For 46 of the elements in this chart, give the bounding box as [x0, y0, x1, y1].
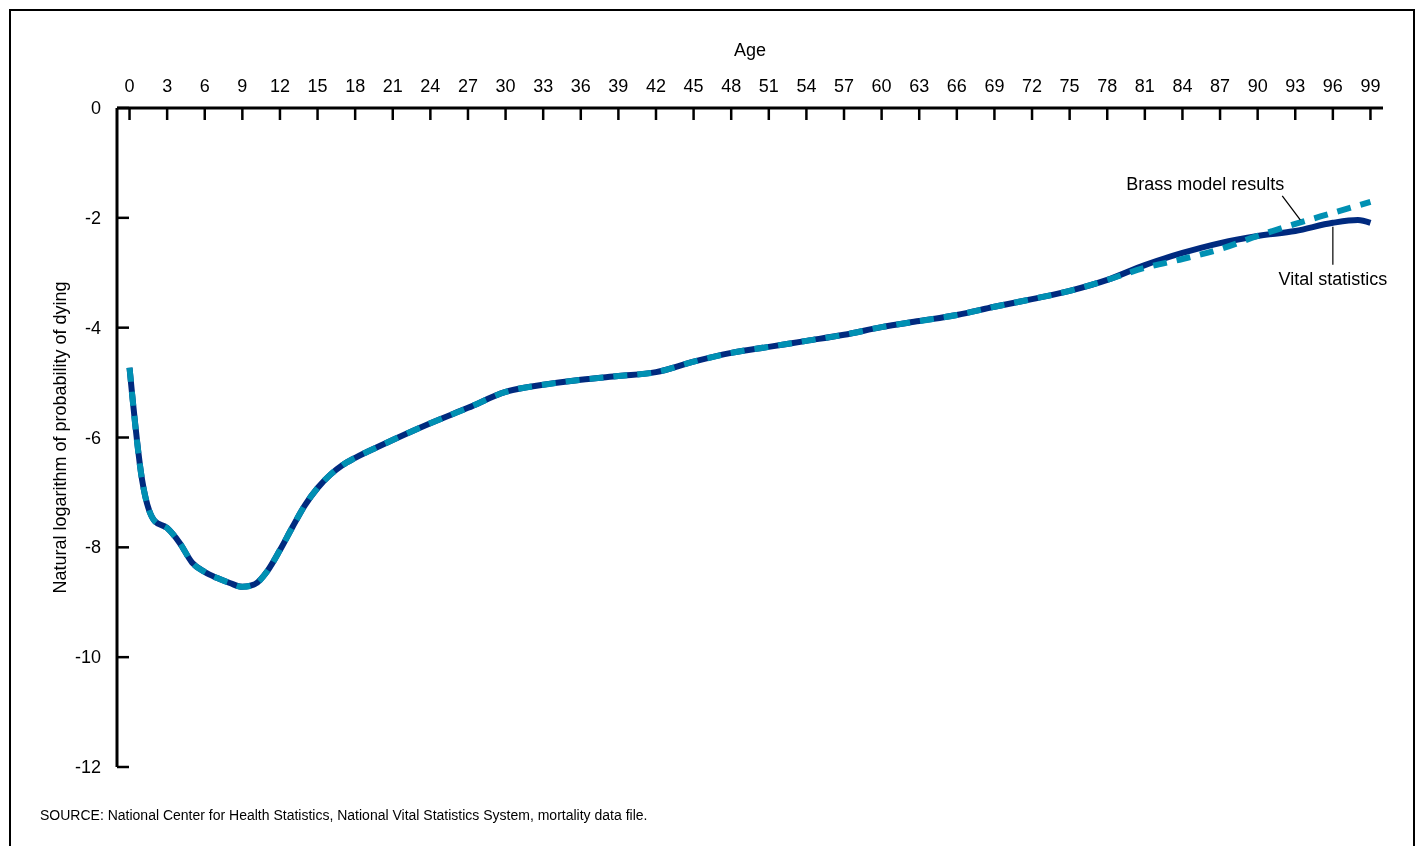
x-tick-label: 93 [1285, 76, 1306, 96]
x-tick-label: 12 [269, 76, 290, 96]
x-tick-label: 6 [199, 76, 210, 96]
x-tick-label: 72 [1022, 76, 1043, 96]
x-tick-label: 42 [645, 76, 667, 96]
x-tick-label: 63 [909, 76, 930, 96]
y-tick-label: -2 [84, 207, 101, 228]
x-tick-label: 30 [495, 76, 516, 96]
x-tick-label: 9 [237, 76, 248, 96]
x-axis-title: Age [733, 40, 767, 60]
x-tick-label: 78 [1097, 76, 1118, 96]
x-tick-label: 36 [570, 76, 591, 96]
x-tick-label: 99 [1360, 76, 1381, 96]
x-tick-label: 3 [162, 76, 173, 96]
x-tick-label: 66 [946, 76, 967, 96]
x-tick-label: 69 [984, 76, 1005, 96]
x-tick-label: 48 [721, 76, 742, 96]
source-note: SOURCE: National Center for Health Statistics, National Vital Statistics System, mortality data file. [40, 807, 648, 823]
x-tick-label: 45 [683, 76, 704, 96]
y-tick-label: -10 [74, 647, 101, 668]
x-tick-label: 0 [124, 76, 135, 96]
x-tick-label: 87 [1210, 76, 1231, 96]
x-tick-label: 24 [420, 76, 441, 96]
x-tick-label: 60 [871, 76, 892, 96]
x-tick-label: 27 [457, 76, 478, 96]
y-tick-label: -6 [84, 427, 101, 448]
x-tick-label: 84 [1172, 76, 1193, 96]
y-tick-label: -4 [84, 317, 101, 338]
series-label: Vital statistics [1278, 268, 1388, 289]
x-tick-label: 21 [382, 76, 403, 96]
x-tick-label: 33 [533, 76, 554, 96]
y-tick-label: 0 [90, 98, 101, 118]
x-tick-label: 54 [796, 76, 817, 96]
x-tick-label: 90 [1247, 76, 1268, 96]
y-tick-label: -12 [74, 757, 101, 777]
x-tick-label: 57 [833, 76, 855, 96]
x-tick-label: 18 [345, 76, 366, 96]
y-axis-title: Natural logarithm of probability of dying [50, 281, 70, 594]
x-tick-label: 15 [307, 76, 328, 96]
x-tick-label: 75 [1059, 76, 1080, 96]
x-tick-label: 39 [608, 76, 629, 96]
y-tick-label: -8 [84, 537, 101, 558]
x-tick-label: 51 [758, 76, 779, 96]
x-tick-label: 96 [1322, 76, 1343, 96]
x-tick-label: 81 [1134, 76, 1155, 96]
series-label: Brass model results [1126, 173, 1285, 194]
